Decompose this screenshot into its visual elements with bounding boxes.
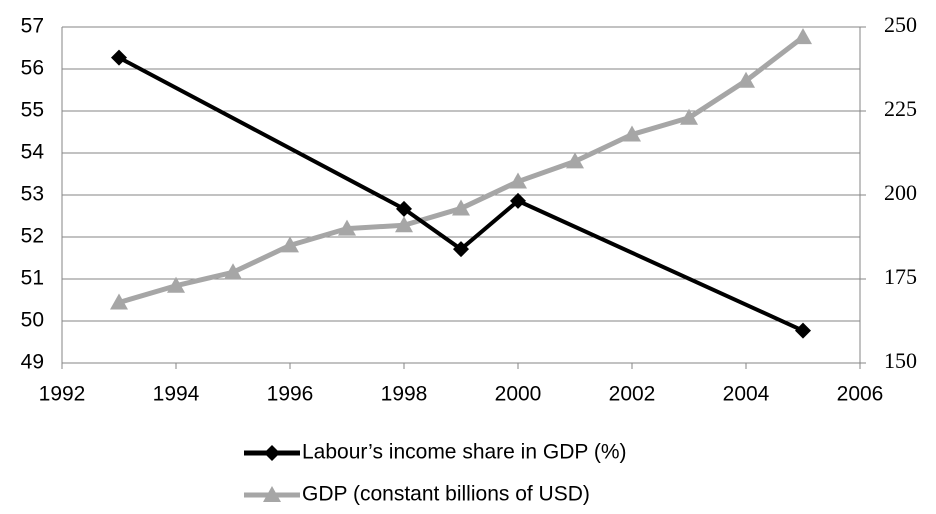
legend-marker [263,486,281,502]
y-tick-label: 57 [21,15,44,38]
y2-tick-label: 175 [884,264,917,289]
y-tick-label: 55 [21,99,44,122]
data-point [167,276,185,293]
y-tick-label: 54 [21,141,45,164]
data-point [110,293,128,310]
x-tick-label: 2002 [609,383,656,406]
data-point [566,152,584,169]
x-tick-label: 1998 [381,383,428,406]
x-tick-label: 2006 [837,383,884,406]
data-point [396,200,412,217]
x-tick-label: 2004 [723,383,770,406]
data-point [509,172,527,189]
legend-marker [264,445,280,461]
y2-tick-label: 200 [884,180,917,205]
y2-tick-label: 250 [884,12,917,37]
x-tick-label: 1996 [267,383,314,406]
x-tick-label: 1994 [153,383,200,406]
data-point [794,28,812,45]
data-point [795,322,811,339]
series-line [118,35,805,305]
y-tick-label: 56 [21,57,44,80]
y-tick-label: 49 [21,351,44,374]
series-line [118,55,804,333]
data-point [281,236,299,253]
data-point [452,199,470,216]
legend-label: GDP (constant billions of USD) [302,483,590,506]
y-tick-label: 52 [21,225,44,248]
x-tick-label: 2000 [495,383,542,406]
y-tick-label: 50 [21,309,44,332]
data-point [338,219,356,236]
data-point [453,241,469,258]
x-tick-label: 1992 [39,383,86,406]
data-point [224,263,242,280]
y2-tick-label: 225 [884,96,917,121]
data-point [623,125,641,142]
data-point [510,192,526,209]
data-point [395,216,413,233]
data-point [737,71,755,88]
y2-tick-label: 150 [884,348,917,373]
data-point [680,108,698,125]
y-tick-label: 51 [21,267,44,290]
data-point [111,49,127,66]
y-tick-label: 53 [21,183,44,206]
legend-label: Labour’s income share in GDP (%) [302,441,627,464]
